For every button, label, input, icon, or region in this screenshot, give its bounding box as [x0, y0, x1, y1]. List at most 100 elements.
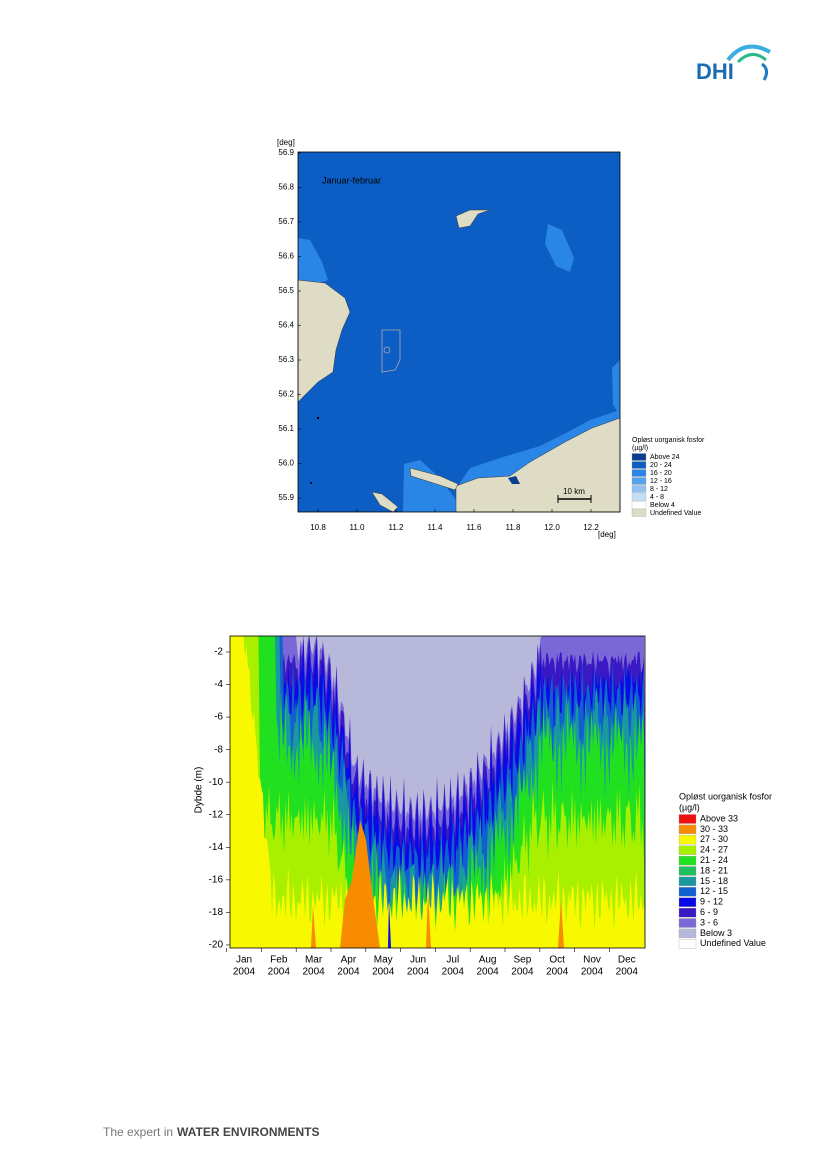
legend-label: 12 - 16	[650, 478, 672, 485]
legend-swatch	[678, 835, 697, 845]
legend-swatch	[678, 845, 697, 855]
legend-swatch	[678, 897, 697, 907]
legend-label: 18 - 21	[700, 865, 728, 875]
legend-label: Below 4	[650, 502, 675, 509]
map-land	[297, 279, 351, 403]
x-unit: [deg]	[598, 530, 616, 539]
x-tick-label: 12.0	[544, 523, 560, 532]
x-tick-year: 2004	[511, 967, 534, 978]
y-tick-label: -18	[209, 907, 224, 918]
x-tick-month: Oct	[549, 955, 565, 966]
legend-label: Above 33	[700, 813, 738, 823]
legend-label: 20 - 24	[650, 462, 672, 469]
y-tick-label: -20	[209, 940, 224, 951]
legend-swatch	[631, 453, 647, 461]
legend-label: Below 3	[700, 928, 732, 938]
contour-band	[558, 900, 564, 948]
legend-title: Opløst uorganisk fosfor	[632, 437, 705, 444]
legend-label: 4 - 8	[650, 494, 664, 501]
x-tick-year: 2004	[337, 967, 360, 978]
footer: The expert in WATER ENVIRONMENTS	[103, 1125, 320, 1139]
legend-swatch	[631, 485, 647, 493]
legend-swatch	[631, 469, 647, 477]
legend-swatch	[631, 461, 647, 469]
legend-unit: (µg/l)	[679, 802, 700, 812]
contour-band	[311, 905, 316, 948]
legend-label: 27 - 30	[700, 834, 728, 844]
map-title: Januar-februar	[322, 175, 381, 185]
x-tick-month: Dec	[618, 955, 636, 966]
scale-label: 10 km	[563, 487, 585, 496]
legend-title: Opløst uorganisk fosfor	[679, 791, 772, 801]
contour-band	[426, 890, 431, 948]
legend-unit: (µg/l)	[632, 445, 648, 452]
legend-swatch	[678, 824, 697, 835]
logo: DHI	[696, 44, 771, 84]
legend-label: 24 - 27	[700, 845, 728, 855]
x-tick-year: 2004	[546, 967, 569, 978]
x-tick-month: Mar	[305, 955, 323, 966]
legend-swatch	[678, 814, 697, 824]
logo-wave	[726, 44, 771, 62]
x-tick-month: Aug	[479, 955, 497, 966]
legend-swatch	[631, 509, 647, 517]
x-tick-year: 2004	[372, 967, 395, 978]
x-tick-year: 2004	[302, 967, 325, 978]
x-tick-year: 2004	[581, 967, 604, 978]
x-tick-year: 2004	[442, 967, 465, 978]
legend-swatch	[678, 887, 697, 897]
map-land	[371, 491, 399, 513]
y-tick-label: 56.0	[278, 459, 294, 468]
y-tick-label: 56.2	[278, 390, 294, 399]
y-tick-label: 56.3	[278, 355, 294, 364]
logo-wave	[761, 62, 769, 81]
contour-band	[388, 900, 391, 948]
y-tick-label: -14	[209, 842, 224, 853]
y-tick-label: -8	[214, 744, 223, 755]
legend-label: 21 - 24	[700, 855, 728, 865]
profile-field	[230, 636, 645, 948]
x-tick-label: 11.0	[350, 523, 366, 532]
legend-swatch	[631, 493, 647, 501]
x-tick-label: 10.8	[310, 523, 326, 532]
map-light-patch	[545, 224, 574, 272]
map-area-outline	[381, 329, 401, 373]
x-tick-year: 2004	[476, 967, 499, 978]
y-tick-label: 56.8	[278, 183, 294, 192]
y-tick-label: -2	[214, 647, 223, 658]
legend-swatch	[678, 866, 697, 876]
y-tick-label: 56.4	[278, 321, 294, 330]
map-frame	[297, 151, 621, 513]
legend-label: 16 - 20	[650, 470, 672, 477]
x-tick-label: 12.2	[583, 523, 599, 532]
map-land	[455, 209, 491, 229]
legend-swatch	[678, 918, 697, 928]
legend-label: 6 - 9	[700, 907, 718, 917]
legend-swatch	[678, 928, 697, 939]
legend-swatch	[678, 855, 697, 866]
x-tick-month: Nov	[583, 955, 601, 966]
legend-swatch	[678, 939, 697, 949]
x-tick-month: Jun	[410, 955, 426, 966]
y-tick-label: 56.9	[278, 148, 294, 157]
y-axis-label: Dybde (m)	[194, 767, 205, 814]
contour-band	[230, 636, 645, 948]
profile-frame	[229, 635, 646, 949]
y-tick-label: 56.7	[278, 217, 294, 226]
legend-swatch	[631, 477, 647, 485]
y-tick-label: 55.9	[278, 493, 294, 502]
legend-swatch	[631, 501, 647, 509]
x-tick-month: May	[374, 955, 393, 966]
map-marker	[383, 346, 391, 354]
x-tick-month: Sep	[514, 955, 532, 966]
x-tick-label: 11.6	[467, 523, 483, 532]
x-tick-month: Jan	[236, 955, 252, 966]
x-tick-year: 2004	[233, 967, 256, 978]
map-light-patch	[298, 238, 328, 290]
y-tick-label: -12	[209, 809, 224, 820]
map-figure: Januar-februar 10 km [deg] [deg] Opløst …	[277, 138, 705, 539]
legend-label: 9 - 12	[700, 897, 723, 907]
logo-wave	[736, 53, 767, 64]
map-dark-patch	[508, 476, 520, 484]
